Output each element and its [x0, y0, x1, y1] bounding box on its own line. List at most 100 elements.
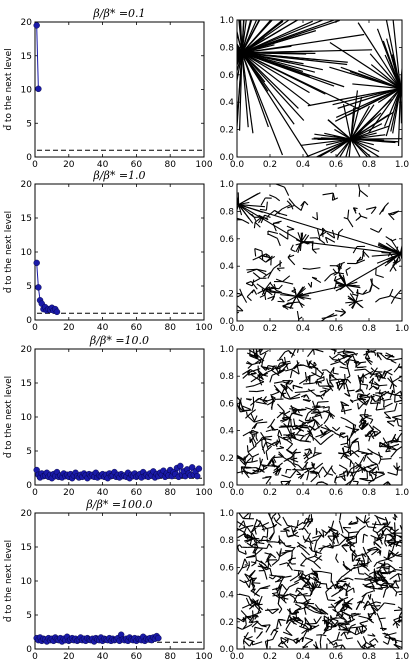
network-segment — [369, 283, 373, 292]
network-segment — [357, 366, 367, 369]
network-segment — [282, 640, 289, 649]
network-segment — [376, 352, 383, 355]
network-segment — [338, 228, 344, 233]
network-segment — [263, 570, 268, 580]
network-segment — [360, 595, 365, 604]
network-segment — [335, 280, 337, 285]
network-segment — [350, 134, 386, 140]
network-segment — [324, 274, 332, 282]
network-segment — [349, 460, 352, 468]
network-segment — [386, 391, 396, 396]
network-segment — [371, 598, 376, 607]
network-segment — [264, 287, 268, 296]
y-tick-label: 0.0 — [220, 481, 235, 491]
network-segment — [298, 602, 310, 607]
y-tick-label: 1.0 — [220, 345, 235, 355]
network-segment — [323, 429, 331, 434]
network-segment — [266, 608, 273, 615]
network-segment — [312, 249, 317, 254]
network-segment — [399, 243, 402, 254]
network-segment — [359, 525, 366, 531]
x-tick-label: 0.2 — [263, 160, 277, 170]
network-segment — [339, 366, 349, 370]
network-segment — [275, 521, 282, 527]
network-segment — [330, 467, 334, 472]
network-segment — [274, 579, 282, 583]
network-segment — [278, 453, 287, 460]
x-tick-label: 0 — [32, 323, 38, 333]
x-tick-label: 1.0 — [395, 324, 410, 334]
network-segment — [355, 301, 363, 308]
network-segment — [400, 86, 402, 90]
network-segment — [293, 569, 304, 572]
x-tick-label: 0.0 — [230, 488, 245, 498]
network-segment — [314, 604, 322, 613]
network-segment — [270, 286, 279, 290]
network-segment — [323, 473, 328, 478]
network-segment — [259, 294, 266, 298]
y-tick-label: 0.2 — [220, 454, 234, 464]
network-segment — [237, 292, 243, 296]
network-segment — [371, 606, 379, 612]
network-segment — [350, 98, 392, 140]
y-tick-label: 0.6 — [220, 235, 235, 245]
network-segment — [322, 227, 327, 233]
series-line — [36, 25, 39, 89]
network-segment — [282, 631, 293, 637]
network-segment — [330, 361, 341, 366]
network-segment — [350, 107, 355, 140]
network-segment — [343, 378, 347, 383]
network-segment — [394, 513, 398, 518]
plot-panel-2: 0 20 40 60 80 100 0 5 10 15 20 β/β* =1.0 d̄ to the n… — [2, 169, 212, 333]
x-tick-label: 0.0 — [230, 652, 245, 662]
network-segment — [393, 643, 402, 649]
network-segment — [322, 545, 334, 549]
x-tick-label: 0.4 — [296, 160, 311, 170]
network-segment — [378, 459, 382, 465]
network-segment — [238, 193, 259, 206]
network-segment — [379, 384, 388, 387]
y-tick-label: 0.4 — [220, 591, 235, 601]
network-segment — [369, 638, 376, 643]
network-segment — [261, 445, 266, 454]
network-segment — [370, 64, 401, 89]
network-segment — [380, 523, 388, 526]
network-segment — [316, 452, 322, 456]
network-segment — [351, 353, 355, 359]
network-segment — [242, 431, 250, 437]
network-segment — [266, 458, 273, 466]
y-tick-label: 10 — [21, 577, 33, 587]
network-segment — [275, 516, 281, 523]
network-segment — [334, 277, 341, 282]
network-segment — [309, 362, 317, 369]
network-segment — [378, 442, 382, 447]
network-segment — [324, 424, 331, 431]
network-segment — [388, 569, 396, 575]
network-segment — [238, 513, 244, 519]
x-tick-label: 1.0 — [395, 488, 410, 498]
network-segment — [375, 516, 382, 526]
network-segment — [281, 417, 292, 423]
network-segment — [289, 575, 299, 582]
network-segment — [370, 463, 378, 466]
network-segment — [393, 465, 398, 471]
network-segment — [256, 283, 266, 290]
network-segment — [270, 393, 274, 402]
network-segment — [251, 582, 261, 584]
network-segment — [277, 513, 281, 518]
network-segment — [243, 470, 250, 479]
network-segment — [311, 276, 318, 280]
network-segment — [345, 590, 348, 597]
network-segment — [367, 594, 371, 600]
network-segment — [239, 20, 243, 53]
network-segment — [245, 282, 253, 287]
network-segment — [403, 608, 414, 610]
network-segment — [300, 233, 307, 242]
network-segment — [350, 549, 356, 553]
network-segment — [294, 578, 302, 583]
network-frame — [236, 19, 403, 158]
network-segment — [313, 555, 322, 563]
network-segment — [240, 409, 251, 413]
network-segment — [399, 88, 402, 93]
network-segment — [290, 550, 293, 561]
